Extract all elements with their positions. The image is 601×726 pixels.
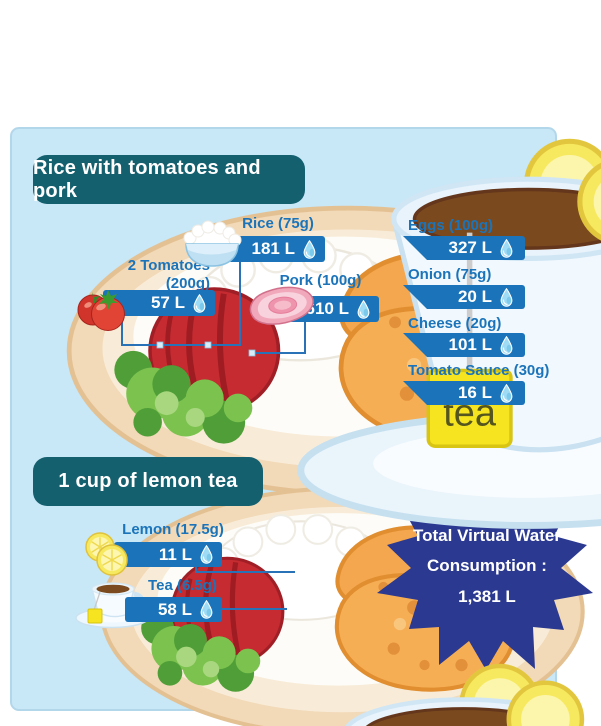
total-line2: Consumption : xyxy=(427,556,547,576)
lemon-label: Lemon (17.5g) xyxy=(122,521,224,538)
tea-water-value: 58 L xyxy=(157,599,192,619)
rice-water-value: 181 L xyxy=(251,239,295,258)
tomatoes-label-line2: (200g) xyxy=(165,275,210,292)
pork-water-bar: 610 L xyxy=(285,296,379,322)
lemon-water-bar: 11 L xyxy=(114,542,222,567)
lemon-water-value: 11 L xyxy=(158,544,192,564)
water-drop-icon xyxy=(302,240,317,259)
water-drop-icon xyxy=(356,300,371,319)
onion-water-value: 20 L xyxy=(457,287,492,306)
tomatoes-water-value: 57 L xyxy=(150,293,185,312)
tomatoes-water-bar: 57 L xyxy=(103,290,215,316)
tomatoes-label: 2 Tomatoes (200g) xyxy=(85,257,210,293)
pork-label: Pork (100g) xyxy=(279,272,362,289)
section-header-lemon-tea: 1 cup of lemon tea xyxy=(33,457,263,506)
water-drop-icon xyxy=(499,239,514,258)
tea-label: Tea (6.5g) xyxy=(148,577,217,594)
water-drop-icon xyxy=(199,600,214,619)
teabag-tag xyxy=(87,608,103,624)
total-line1: Total Virtual Water xyxy=(413,526,561,545)
rice-label: Rice (75g) xyxy=(242,215,314,232)
cheese-water-value: 101 L xyxy=(448,335,492,354)
water-drop-icon xyxy=(192,294,207,313)
water-drop-icon xyxy=(499,336,514,355)
eggs-label: Eggs (100g) xyxy=(408,217,494,234)
section-header-meal: Rice with tomatoes and pork xyxy=(33,155,305,204)
tomato-sauce-water-value: 16 L xyxy=(457,383,492,402)
water-drop-icon xyxy=(499,288,514,307)
tomatoes-label-line1: 2 Tomatoes xyxy=(127,257,210,274)
onion-water-bar: 20 L xyxy=(403,285,525,309)
onion-label: Onion (75g) xyxy=(408,266,492,283)
eggs-water-value: 327 L xyxy=(448,238,492,257)
section-title: Rice with tomatoes and pork xyxy=(33,156,261,202)
water-drop-icon xyxy=(499,384,514,403)
total-line3: 1,381 L xyxy=(458,586,516,606)
cheese-water-bar: 101 L xyxy=(403,333,525,357)
cheese-label: Cheese (20g) xyxy=(408,315,502,332)
eggs-water-bar: 327 L xyxy=(403,236,525,260)
tomato-sauce-water-bar: 16 L xyxy=(403,381,525,405)
total-consumption-text: Total Virtual Water Consumption : 1,381 … xyxy=(388,521,586,612)
water-drop-icon xyxy=(199,545,214,564)
tea-water-bar: 58 L xyxy=(125,597,222,622)
section-title: 1 cup of lemon tea xyxy=(58,470,238,492)
tomato-sauce-label: Tomato Sauce (30g) xyxy=(408,362,550,379)
pork-water-value: 610 L xyxy=(305,299,349,318)
connector-dots xyxy=(156,341,256,357)
rice-water-bar: 181 L xyxy=(228,236,325,262)
